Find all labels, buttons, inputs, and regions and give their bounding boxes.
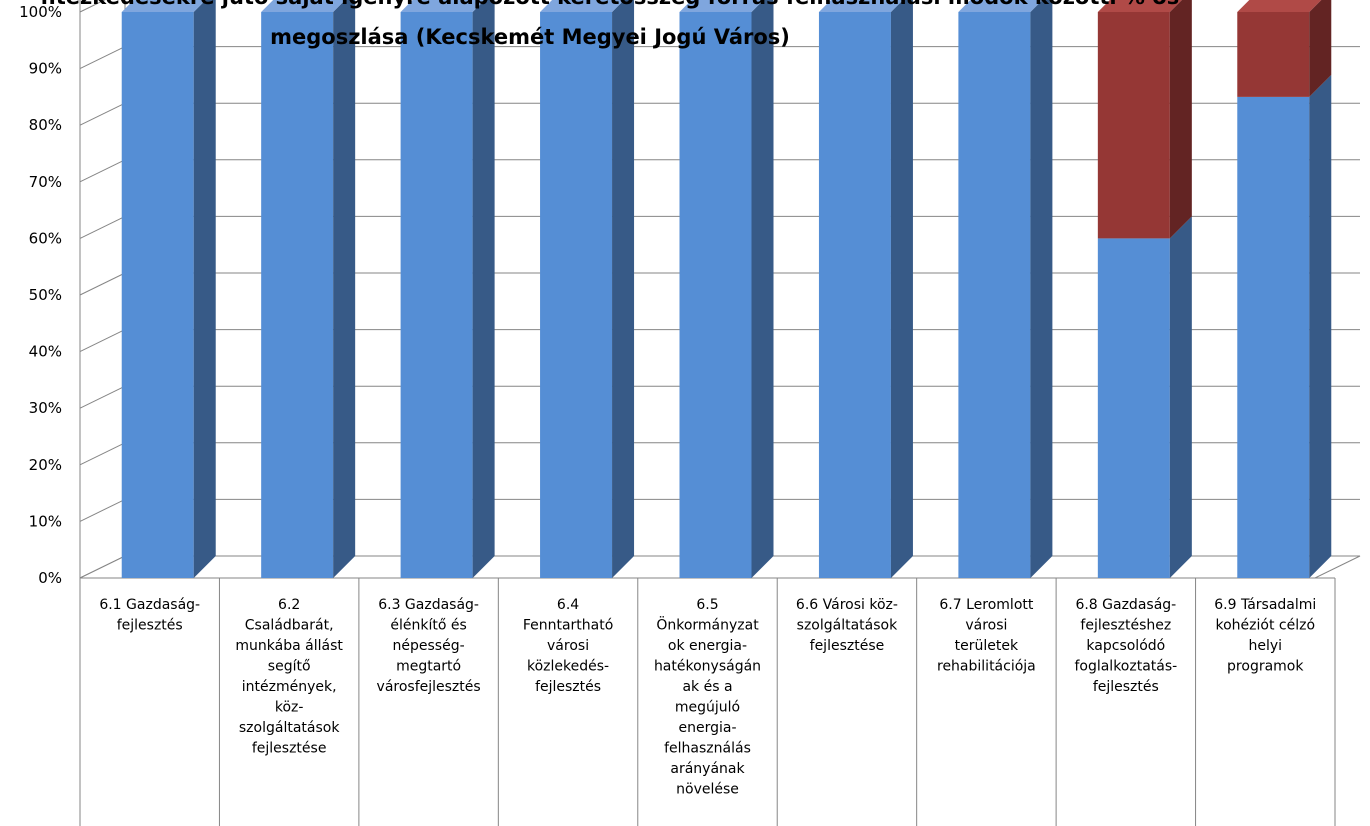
x-category-label: 6.7 Leromlott városi területek rehabilitáci…	[937, 597, 1036, 675]
chart-title-line-2: megoszlása (Kecskemét Megyei Jogú Város)	[270, 25, 790, 49]
bar-front	[958, 12, 1031, 578]
x-category-label: 6.3 Gazdaság-élénkítő és népesség-megtart…	[377, 597, 481, 695]
bar-front	[400, 12, 473, 578]
gridline-side	[79, 442, 126, 466]
bar-side	[193, 0, 216, 578]
x-category-label: 6.1 Gazdaság-fejlesztés	[99, 597, 200, 634]
bar-front	[679, 12, 752, 578]
x-category-label: 6.4 Fenntartható városi közlekedés-fejleszt…	[523, 597, 613, 695]
gridline-side	[79, 215, 126, 239]
chart-title-line-1: ntézkedésekre jutó saját igényre alapozo…	[41, 0, 1179, 9]
y-tick-label: 10%	[29, 512, 62, 530]
gridline-side	[79, 0, 106, 13]
bar-front	[1237, 96, 1310, 579]
x-category-label: 6.6 Városi köz-szolgáltatások fejlesztése	[796, 597, 898, 654]
gridline-side	[79, 159, 126, 183]
bar-side	[1309, 0, 1332, 97]
bar-side	[1030, 0, 1053, 578]
bar-top	[261, 0, 346, 12]
bar-front	[121, 12, 194, 578]
y-tick-label: 40%	[29, 343, 62, 361]
y-tick-label: 0%	[38, 569, 62, 587]
y-tick-label: 100%	[19, 3, 62, 21]
bar-side	[612, 0, 635, 578]
x-category-label: 6.5 Önkormányzat ok energia-hatékonyságán a…	[654, 597, 761, 798]
bar-side	[1169, 0, 1192, 239]
bar-top	[1237, 0, 1322, 12]
bar-side	[751, 0, 774, 578]
y-axis-ticks: 0% 10% 20% 30% 40% 50% 60% 70% 80% 90% 100%	[19, 3, 62, 587]
chart-title: ntézkedésekre jutó saját igényre alapozo…	[41, 0, 1179, 49]
gridline-side	[79, 102, 126, 126]
x-category-label: 6.9 Társadalmi kohéziót célzó helyi program…	[1214, 597, 1316, 675]
bar-side	[333, 0, 356, 578]
y-tick-label: 70%	[29, 173, 62, 191]
y-tick-label: 60%	[29, 229, 62, 247]
y-tick-label: 80%	[29, 116, 62, 134]
bar-front	[818, 12, 891, 578]
bar-front	[1237, 12, 1310, 97]
bar-top	[540, 0, 625, 12]
gridline-side	[79, 498, 126, 522]
gridline-side	[79, 385, 126, 409]
bar-top	[121, 0, 206, 12]
x-axis-categories: 6.1 Gazdaság-fejlesztés 6.2 Családbarát, mu…	[99, 597, 1316, 798]
bar-side	[890, 0, 913, 578]
bar-front	[1097, 238, 1170, 578]
bar-front	[1097, 12, 1170, 239]
bar-top	[818, 0, 903, 12]
y-tick-label: 20%	[29, 456, 62, 474]
bar-front	[540, 12, 613, 578]
bar-top	[958, 0, 1043, 12]
bar-front	[261, 12, 334, 578]
bar-side	[1169, 216, 1192, 578]
bar-side	[472, 0, 495, 578]
bar-top	[400, 0, 485, 12]
x-category-label: 6.2 Családbarát, munkába állást segítő intéz…	[235, 597, 343, 757]
gridline-side	[79, 329, 126, 353]
bar-top	[679, 0, 764, 12]
y-tick-label: 90%	[29, 60, 62, 78]
y-tick-label: 30%	[29, 399, 62, 417]
gridline-side	[79, 272, 126, 296]
gridline-side	[79, 46, 126, 70]
y-tick-label: 50%	[29, 286, 62, 304]
bar-top	[1097, 0, 1182, 12]
x-category-label: 6.8 Gazdaság-fejlesztéshez kapcsolódó fogl…	[1074, 597, 1177, 695]
bar-side	[1309, 74, 1332, 579]
chart-bars	[121, 0, 1332, 579]
